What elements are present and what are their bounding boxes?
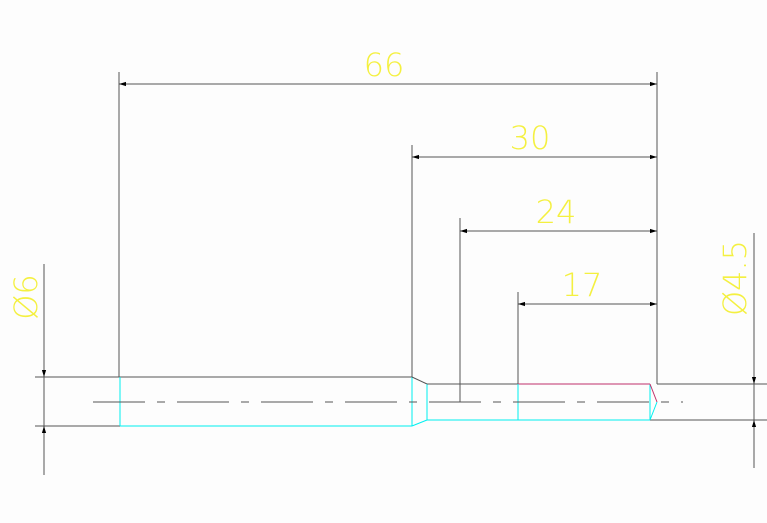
dim-66-text: 66 [364,46,405,84]
dimension-text: 66 30 24 17 Ø6 Ø4.5 [7,46,754,320]
shaft-part [93,376,683,427]
dim-24-text: 24 [536,193,577,231]
dim-dia45-text: Ø4.5 [716,240,754,316]
extension-lines [35,72,767,427]
dim-dia6-text: Ø6 [7,274,45,320]
dimension-lines [41,81,757,475]
dim-17-text: 17 [562,266,603,304]
dim-30-text: 30 [510,119,551,157]
